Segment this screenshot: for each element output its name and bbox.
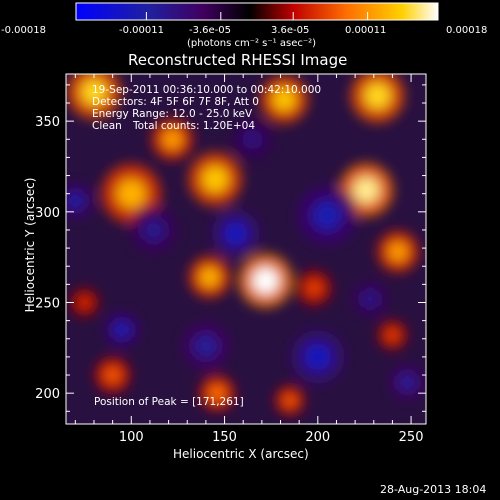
heatmap-source-0 xyxy=(252,267,279,294)
heatmap-source-20 xyxy=(194,334,218,358)
heatmap-source-2 xyxy=(116,179,146,209)
x-tick-label-150: 150 xyxy=(212,430,237,445)
heatmap-source-16 xyxy=(113,321,131,339)
x-tick-label-200: 200 xyxy=(305,430,330,445)
annotation-counts: Total counts: 1.20E+04 xyxy=(133,121,255,133)
annotation-method: Clean xyxy=(92,121,122,133)
heatmap-source-12 xyxy=(282,393,297,408)
heatmap-source-15 xyxy=(77,295,92,310)
heatmap-source-19 xyxy=(312,201,342,231)
y-tick-label-250: 250 xyxy=(35,296,60,311)
annotation-time-range: 19-Sep-2011 00:36:10.000 to 00:42:10.000 xyxy=(92,85,321,97)
heatmap-source-21 xyxy=(304,343,331,370)
heatmap-source-8 xyxy=(388,241,409,262)
y-tick-label-350: 350 xyxy=(35,115,60,130)
x-tick-label-100: 100 xyxy=(119,430,144,445)
heatmap-source-9 xyxy=(305,279,323,297)
heatmap-source-13 xyxy=(385,328,400,343)
heatmap-source-1 xyxy=(199,267,220,288)
heatmap-source-23 xyxy=(66,192,84,210)
annotation-detectors: Detectors: 4F 5F 6F 7F 8F, Att 0 xyxy=(92,97,259,109)
annotation-peak: Position of Peak = [171,261] xyxy=(94,397,244,409)
heatmap-source-17 xyxy=(142,218,166,242)
heatmap-source-3 xyxy=(202,166,229,193)
heatmap-source-6 xyxy=(364,82,391,109)
y-tick-label-300: 300 xyxy=(35,206,60,221)
x-tick-label-250: 250 xyxy=(399,430,424,445)
footer-timestamp: 28-Aug-2013 18:04 xyxy=(380,483,486,496)
heatmap-source-18 xyxy=(224,222,248,246)
heatmap-source-25 xyxy=(398,373,416,391)
annotation-energy: Energy Range: 12.0 - 25.0 keV xyxy=(92,109,252,121)
x-axis-label: Heliocentric X (arcsec) xyxy=(173,447,309,461)
y-axis-label: Heliocentric Y (arcsec) xyxy=(23,170,37,320)
y-tick-label-200: 200 xyxy=(35,387,60,402)
heatmap-source-7 xyxy=(353,177,380,204)
heatmap-source-10 xyxy=(104,366,122,384)
heatmap-source-22 xyxy=(361,290,379,308)
